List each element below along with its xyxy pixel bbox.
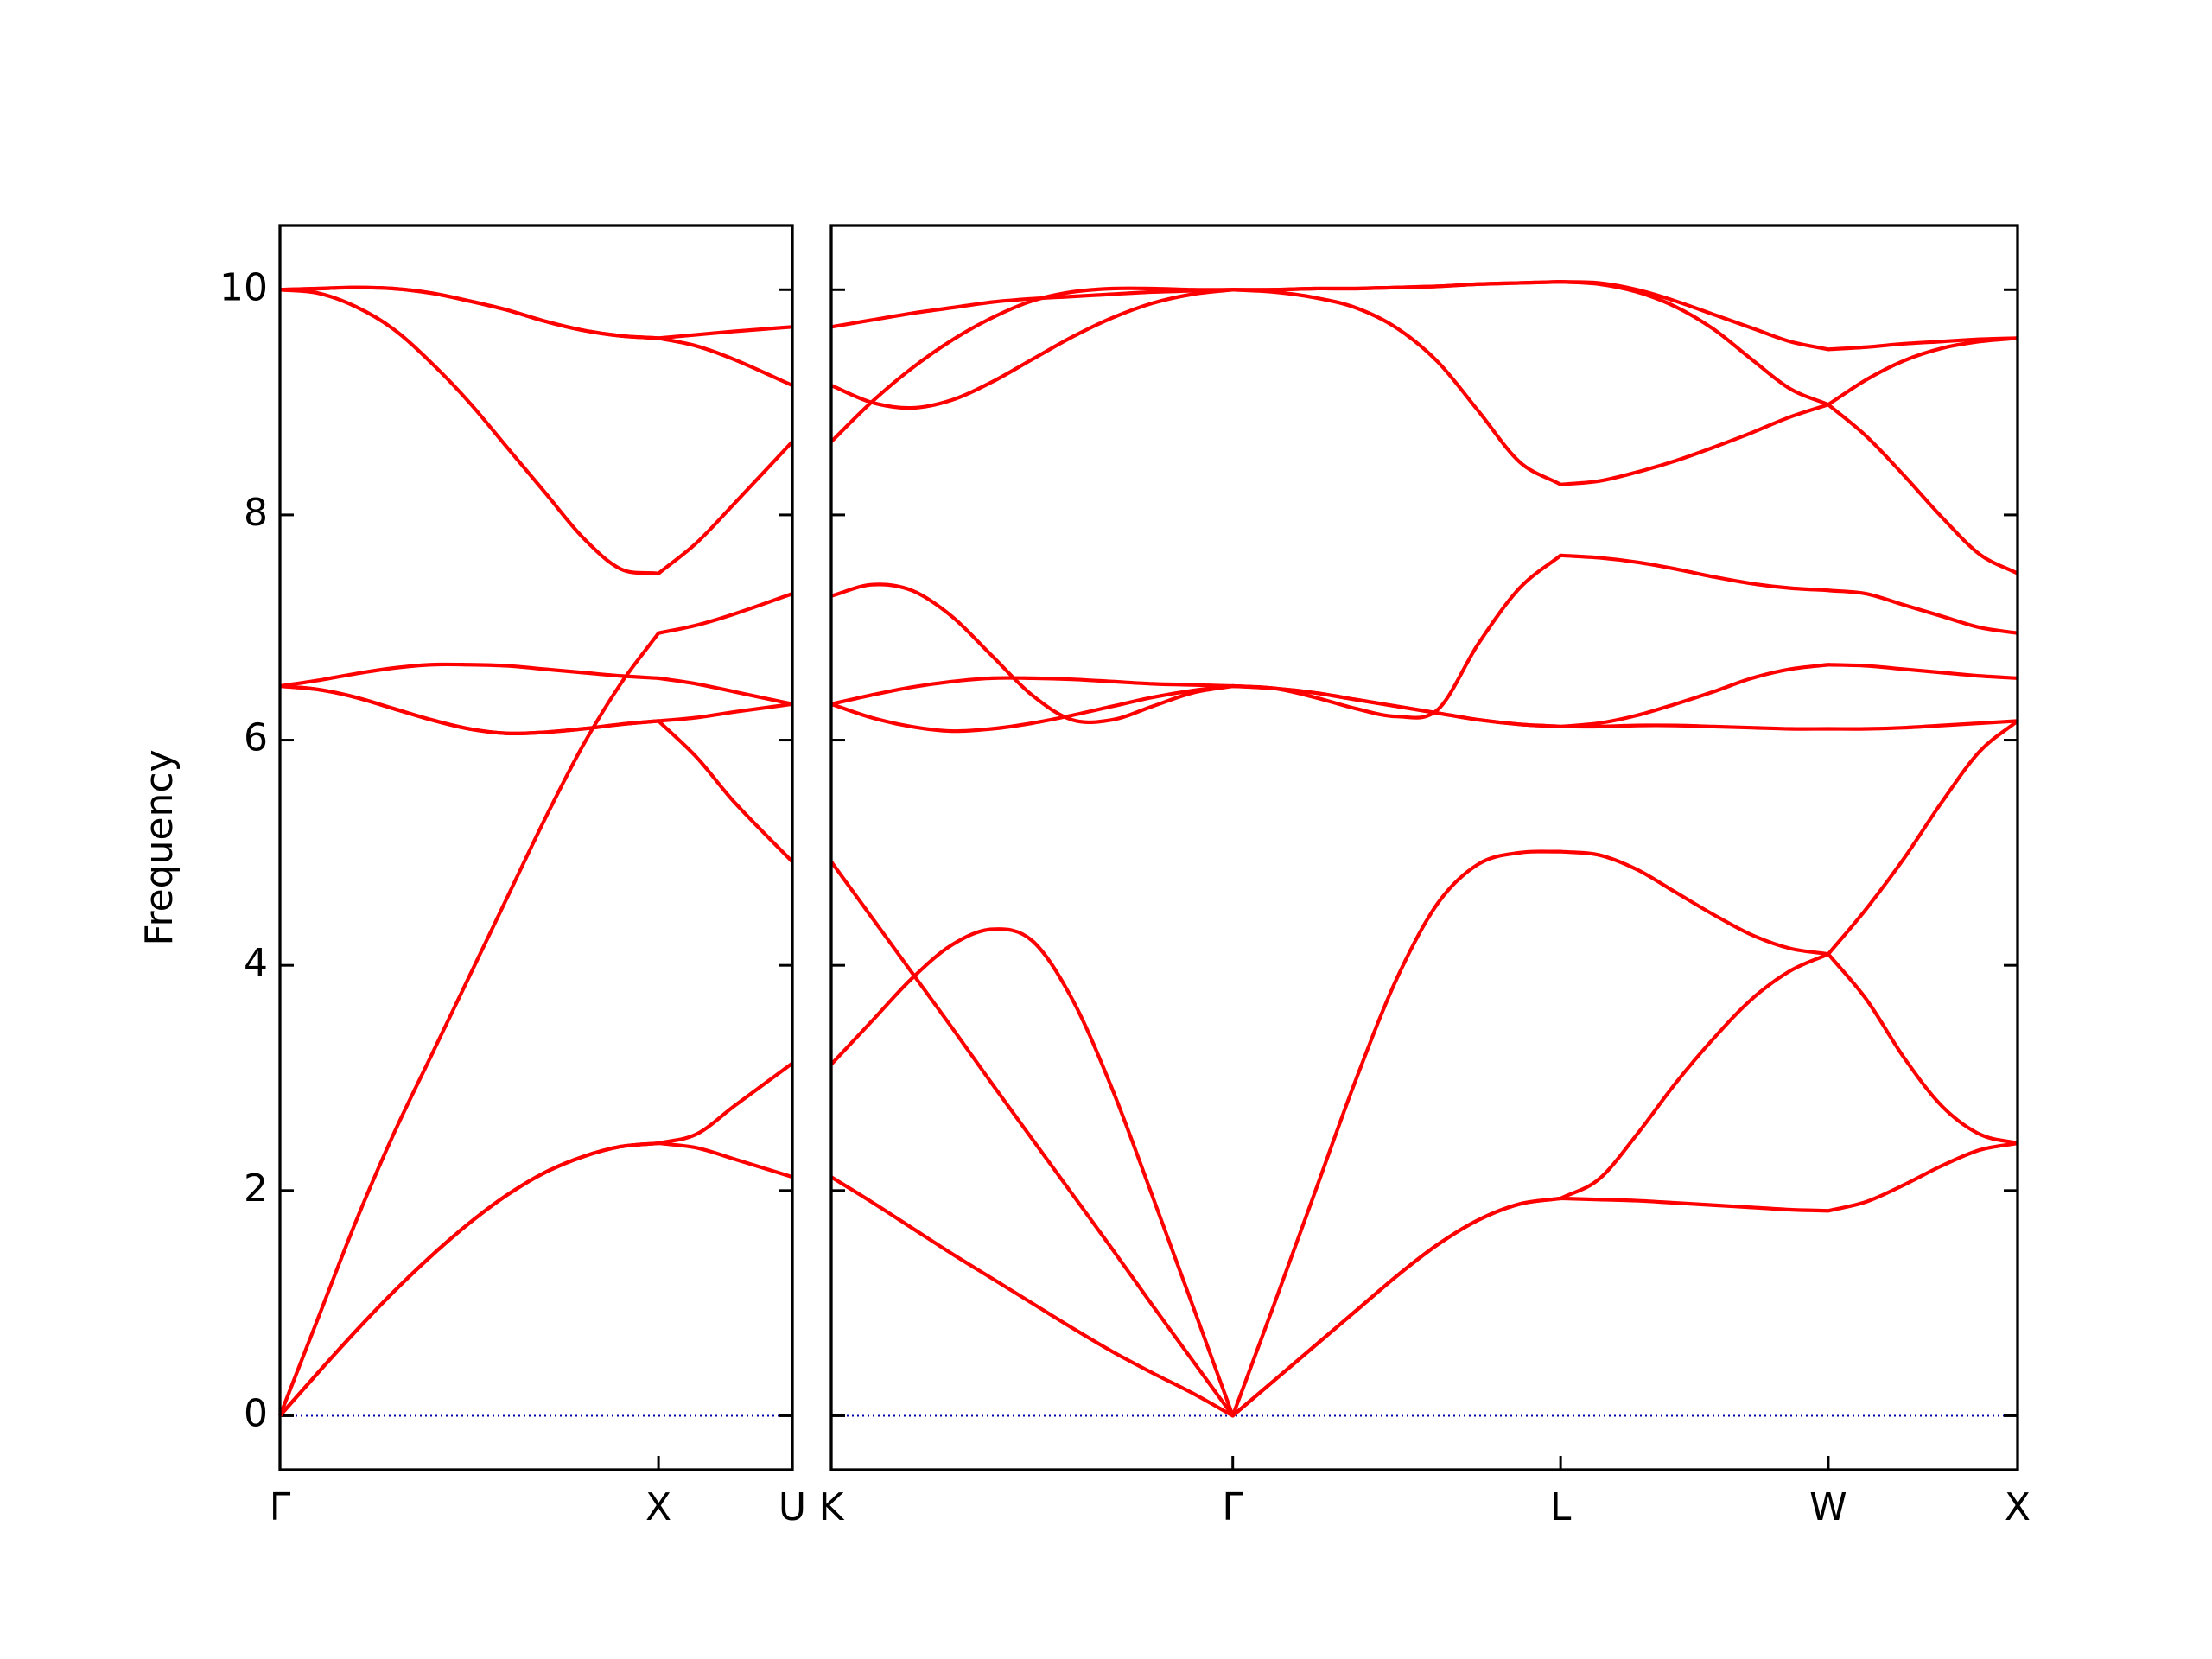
- band-line: [279, 662, 793, 706]
- band-line: [279, 285, 793, 340]
- band-line: [830, 1141, 2018, 1418]
- y-tick-label: 8: [244, 491, 268, 535]
- band-line: [279, 288, 794, 575]
- band-line: [830, 286, 2018, 486]
- y-tick-label: 10: [219, 265, 268, 309]
- plot-frame: [830, 224, 2019, 1471]
- y-axis-label: Frequency: [137, 749, 181, 945]
- x-tick-label: L: [1550, 1485, 1572, 1529]
- x-tick-label: U: [779, 1485, 806, 1529]
- x-tick-label: W: [1809, 1485, 1847, 1529]
- band-line: [279, 683, 794, 863]
- plot-frame: [278, 224, 794, 1471]
- y-tick-label: 0: [244, 1391, 268, 1435]
- band-line: [830, 280, 2018, 352]
- band-line: [278, 592, 793, 1417]
- band-line: [278, 1061, 794, 1417]
- y-tick-label: 2: [244, 1166, 268, 1211]
- y-tick-label: 6: [244, 716, 268, 760]
- x-tick-label: X: [645, 1485, 671, 1529]
- band-line: [830, 719, 2019, 1418]
- band-line: [279, 683, 793, 736]
- x-tick-label: X: [2005, 1485, 2031, 1529]
- x-tick-label: K: [819, 1485, 845, 1529]
- y-tick-label: 4: [244, 941, 268, 985]
- band-line: [830, 683, 2018, 734]
- band-line: [830, 553, 2018, 724]
- band-line: [279, 285, 793, 387]
- band-line: [830, 280, 2018, 575]
- x-tick-label: Γ: [270, 1485, 291, 1529]
- x-tick-label: Γ: [1222, 1485, 1243, 1529]
- band-line: [278, 1141, 793, 1417]
- band-line: [830, 927, 2018, 1418]
- band-line: [830, 663, 2018, 729]
